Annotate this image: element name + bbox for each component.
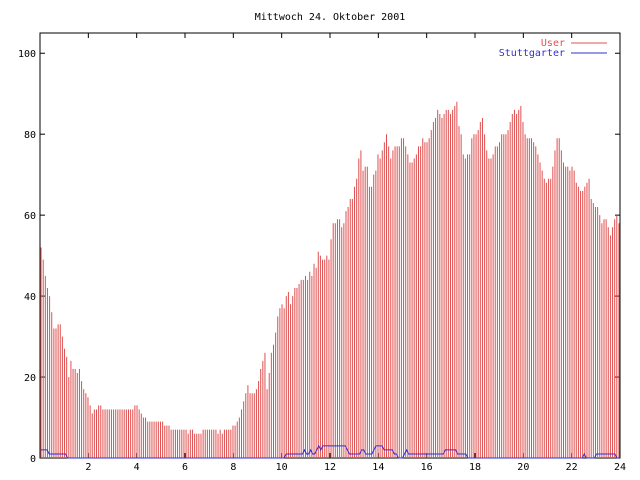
x-tick-label: 20 bbox=[517, 462, 529, 473]
legend: User Stuttgarter bbox=[499, 38, 607, 59]
chart-title: Mittwoch 24. Oktober 2001 bbox=[255, 12, 406, 23]
legend-label-stuttgarter: Stuttgarter bbox=[499, 48, 565, 59]
x-tick-label: 6 bbox=[182, 462, 188, 473]
stuttgarter-line bbox=[41, 444, 619, 459]
x-tick-label: 8 bbox=[230, 462, 236, 473]
x-tick-label: 18 bbox=[469, 462, 481, 473]
legend-label-user: User bbox=[541, 38, 565, 49]
y-tick-label: 100 bbox=[18, 49, 36, 60]
y-tick-label: 20 bbox=[24, 373, 36, 384]
x-tick-label: 16 bbox=[421, 462, 433, 473]
x-tick-label: 22 bbox=[566, 462, 578, 473]
y-tick-label: 60 bbox=[24, 211, 36, 222]
x-tick-label: 10 bbox=[276, 462, 288, 473]
x-tick-label: 24 bbox=[614, 462, 626, 473]
y-tick-label: 80 bbox=[24, 130, 36, 141]
x-tick-label: 14 bbox=[372, 462, 384, 473]
x-tick-label: 12 bbox=[324, 462, 336, 473]
x-tick-label: 2 bbox=[85, 462, 91, 473]
plot-border bbox=[39, 32, 621, 459]
x-tick-label: 4 bbox=[134, 462, 140, 473]
y-tick-label: 0 bbox=[30, 454, 36, 465]
y-tick-label: 40 bbox=[24, 292, 36, 303]
